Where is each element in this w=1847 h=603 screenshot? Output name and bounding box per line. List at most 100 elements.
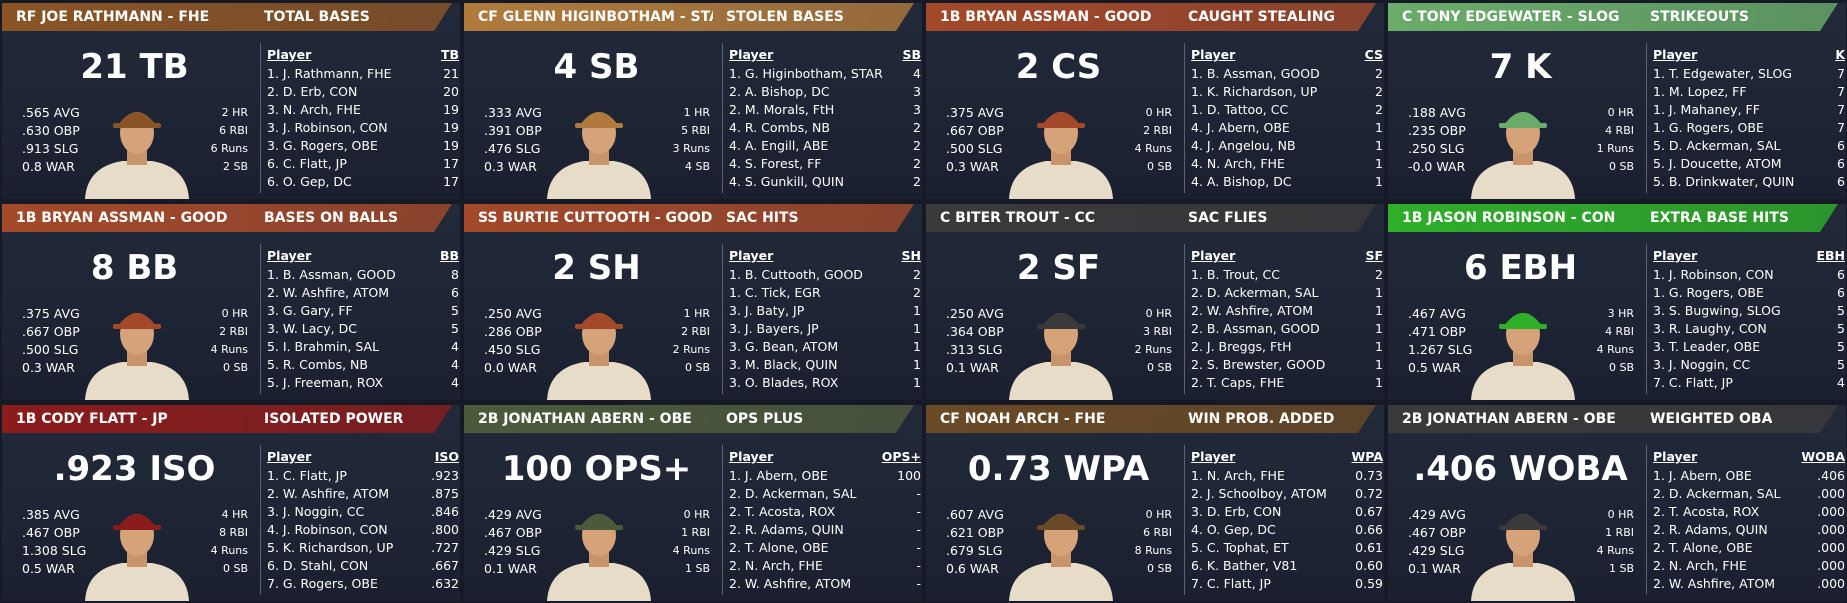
panel-header: C BITER TROUT - CC SAC FLIES	[926, 204, 1376, 232]
player-avatar	[547, 514, 651, 601]
leader-value: 21	[443, 66, 459, 81]
player-name: 1B JASON ROBINSON - CON	[1402, 210, 1616, 226]
column-header: SF	[1365, 248, 1383, 263]
column-header: Player	[267, 248, 312, 263]
leader-name: 1. K. Richardson, UP	[1191, 84, 1318, 99]
leader-value: 7	[1837, 120, 1845, 135]
counting-stat: 0 SB	[222, 361, 248, 374]
leader-name: 4. S. Forest, FF	[729, 156, 822, 171]
counting-stat: 0 HR	[221, 307, 248, 320]
counting-stat: 2 SB	[222, 160, 248, 173]
leader-value: 1	[1375, 357, 1383, 372]
player-avatar	[547, 112, 651, 199]
leader-name: 3. S. Bugwing, SLOG	[1653, 303, 1781, 318]
column-header: WPA	[1351, 449, 1383, 464]
stat-value: 7 K	[1489, 47, 1552, 87]
leader-value: 2	[1375, 267, 1383, 282]
leader-value: 19	[443, 138, 459, 153]
leader-value: 0.59	[1355, 576, 1383, 591]
leader-name: 3. R. Laughy, CON	[1653, 321, 1767, 336]
column-header: ISO	[434, 449, 459, 464]
leader-value: 0.60	[1355, 558, 1383, 573]
leader-name: 3. J. Robinson, CON	[267, 120, 388, 135]
counting-stat: 4 Runs	[210, 343, 248, 356]
counting-stat: 4 Runs	[1596, 343, 1634, 356]
leader-name: 4. O. Gep, DC	[1191, 522, 1276, 537]
stat-name: OPS PLUS	[726, 411, 804, 427]
stat-panel: SS BURTIE CUTTOOTH - GOOD SAC HITS 2 SH .25…	[464, 204, 922, 400]
leader-table: Player ISO 1. C. Flatt, JP .923 2. W. Ashfir…	[260, 445, 460, 595]
leader-name: 2. W. Ashfire, ATOM	[267, 486, 389, 501]
batting-stat: .667 OBP	[946, 123, 1004, 138]
batting-stat: 0.3 WAR	[22, 360, 75, 375]
batting-stat: 0.5 WAR	[1408, 360, 1461, 375]
leader-value: 2	[913, 138, 921, 153]
leader-table: Player SB 1. G. Higinbotham, STAR 4 2. A. Bi…	[722, 43, 922, 193]
counting-stat: 0 SB	[222, 562, 248, 575]
leader-name: 3. G. Bean, ATOM	[729, 339, 839, 354]
player-avatar	[85, 112, 189, 199]
leader-value: 6	[1837, 156, 1845, 171]
counting-stat: 8 RBI	[219, 526, 248, 539]
panel-header: 1B BRYAN ASSMAN - GOOD CAUGHT STEALING	[926, 3, 1376, 31]
leader-name: 7. C. Flatt, JP	[1653, 375, 1733, 390]
batting-stat: .391 OBP	[484, 123, 542, 138]
player-name: CF GLENN HIGINBOTHAM - STAR	[478, 9, 713, 25]
leader-name: 1. B. Cuttooth, GOOD	[729, 267, 863, 282]
leader-name: 2. S. Brewster, GOOD	[1191, 357, 1326, 372]
leader-name: 2. D. Ackerman, SAL	[729, 486, 857, 501]
leader-value: 1	[1375, 285, 1383, 300]
leader-name: 2. B. Assman, GOOD	[1191, 321, 1320, 336]
column-header: Player	[729, 449, 774, 464]
panel-header: C TONY EDGEWATER - SLOG STRIKEOUTS	[1388, 3, 1838, 31]
leader-name: 5. R. Combs, NB	[267, 357, 368, 372]
leader-value: 100	[897, 468, 921, 483]
leader-name: 6. K. Bather, V81	[1191, 558, 1298, 573]
leader-name: 2. R. Adams, QUIN	[1653, 522, 1768, 537]
stat-value: .923 ISO	[53, 449, 216, 489]
batting-stat: .385 AVG	[22, 507, 80, 522]
leader-name: 1. J. Mahaney, FF	[1653, 102, 1760, 117]
leader-name: 2. D. Erb, CON	[267, 84, 358, 99]
leader-name: 5. D. Ackerman, SAL	[1653, 138, 1781, 153]
counting-stat: 1 RBI	[1605, 526, 1634, 539]
leader-name: 2. D. Ackerman, SAL	[1653, 486, 1781, 501]
leader-value: 4	[1837, 375, 1845, 390]
player-avatar	[1009, 313, 1113, 400]
stat-name: STRIKEOUTS	[1650, 9, 1749, 25]
leader-table: Player WPA 1. N. Arch, FHE 0.73 2. J. School…	[1184, 445, 1384, 595]
player-avatar	[1471, 514, 1575, 601]
stat-panel: 1B CODY FLATT - JP ISOLATED POWER .923 ISO…	[2, 405, 460, 601]
leader-value: 4	[451, 375, 459, 390]
counting-stat: 0 HR	[1607, 508, 1634, 521]
leader-value: .846	[431, 504, 459, 519]
leader-name: 2. D. Ackerman, SAL	[1191, 285, 1319, 300]
batting-stat: .471 OBP	[1408, 324, 1466, 339]
leader-value: 7	[1837, 102, 1845, 117]
stat-value: .406 WOBA	[1413, 449, 1628, 489]
batting-stat: .429 AVG	[1408, 507, 1466, 522]
stat-panel: C TONY EDGEWATER - SLOG STRIKEOUTS 7 K .188…	[1388, 3, 1846, 199]
batting-stat: .375 AVG	[22, 306, 80, 321]
leader-value: 7	[1837, 84, 1845, 99]
leader-name: 1. B. Assman, GOOD	[1191, 66, 1320, 81]
leader-value: 6	[1837, 285, 1845, 300]
leader-value: 5	[1837, 321, 1845, 336]
counting-stat: 4 RBI	[1605, 124, 1634, 137]
batting-stat: .250 AVG	[946, 306, 1004, 321]
batting-stat: 0.5 WAR	[22, 561, 75, 576]
leader-name: 6. D. Stahl, CON	[267, 558, 369, 573]
leader-value: 0.67	[1355, 504, 1383, 519]
leader-value: .000	[1817, 504, 1845, 519]
leader-value: 0.72	[1355, 486, 1383, 501]
leader-value: .923	[431, 468, 459, 483]
player-name: C BITER TROUT - CC	[940, 210, 1096, 226]
column-header: Player	[1653, 47, 1698, 62]
leader-name: 2. W. Ashfire, ATOM	[267, 285, 389, 300]
leader-value: 5	[1837, 303, 1845, 318]
leader-value: 2	[913, 267, 921, 282]
leader-name: 3. J. Baty, JP	[729, 303, 805, 318]
batting-stat: .429 SLG	[484, 543, 541, 558]
player-name: 2B JONATHAN ABERN - OBE	[478, 411, 692, 427]
stat-value: 100 OPS+	[501, 449, 692, 489]
